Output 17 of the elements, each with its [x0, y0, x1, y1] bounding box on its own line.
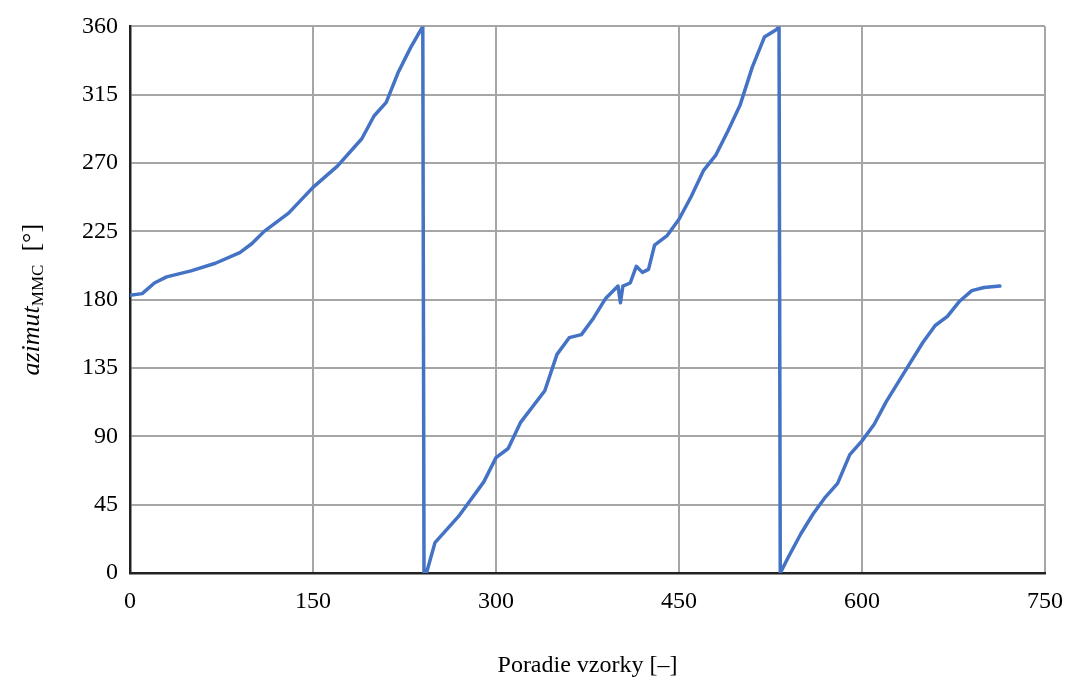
- y-tick-label: 180: [82, 285, 118, 311]
- y-tick-label: 360: [82, 11, 118, 38]
- y-tick-label: 0: [106, 558, 118, 585]
- y-tick-label: 45: [94, 489, 118, 516]
- x-tick-label: 450: [661, 586, 697, 613]
- x-tick-label: 300: [478, 586, 514, 613]
- y-axis-title: azimutMMC [°]: [15, 223, 47, 376]
- x-tick-label: 600: [844, 586, 880, 613]
- y-tick-label: 315: [82, 80, 118, 107]
- x-tick-label: 150: [295, 586, 331, 613]
- x-axis-title: Poradie vzorky [–]: [497, 651, 678, 678]
- y-tick-label: 270: [82, 148, 118, 175]
- y-tick-label: 90: [94, 421, 118, 448]
- x-tick-label: 750: [1027, 586, 1063, 613]
- y-tick-label: 225: [82, 216, 118, 243]
- x-tick-label: 0: [124, 586, 136, 613]
- y-tick-label: 135: [82, 353, 118, 380]
